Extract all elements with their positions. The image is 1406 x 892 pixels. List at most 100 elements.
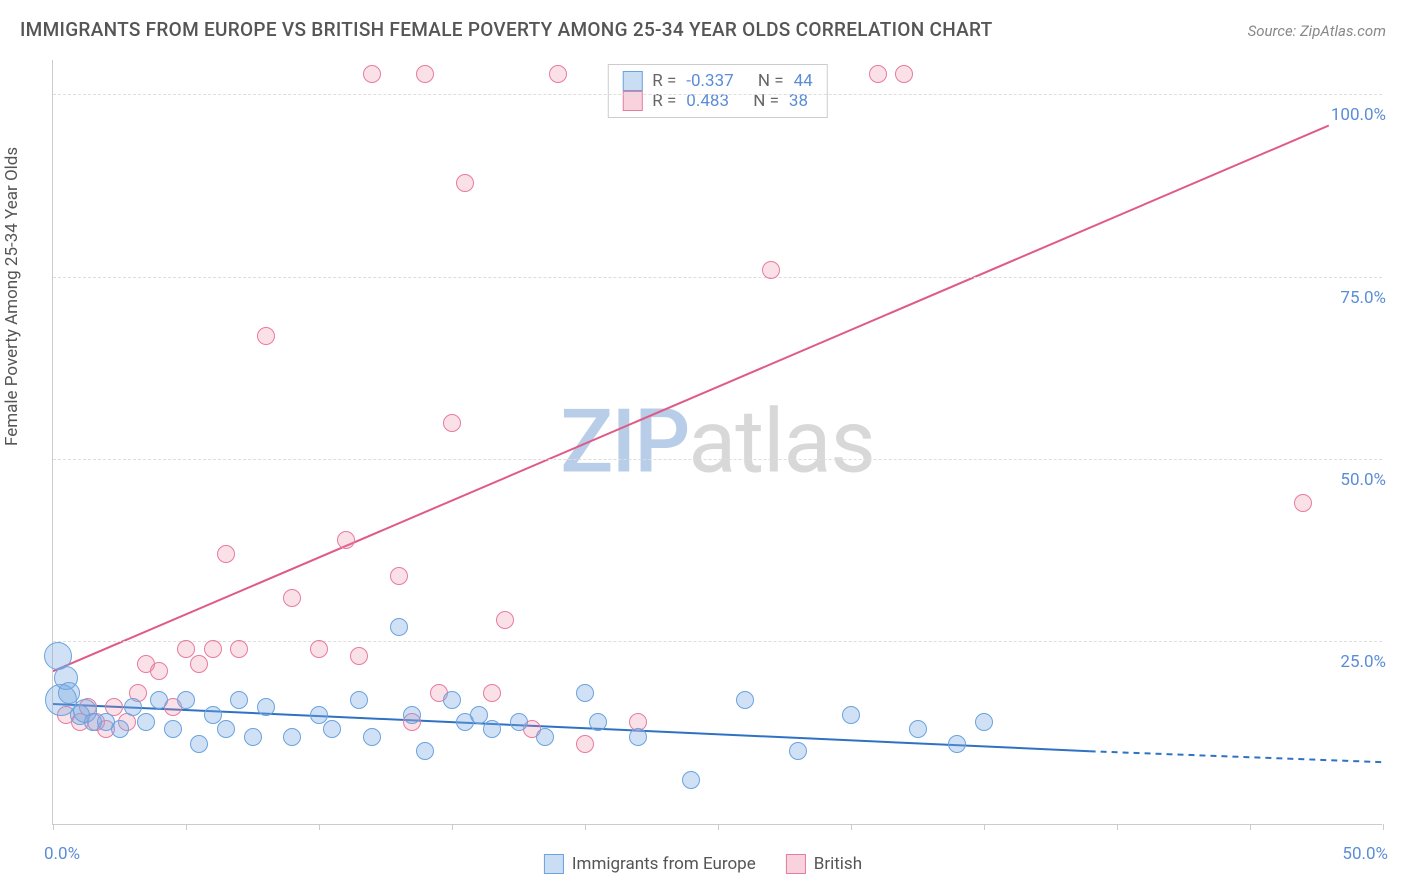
chart-title: IMMIGRANTS FROM EUROPE VS BRITISH FEMALE… bbox=[20, 18, 993, 41]
data-point bbox=[390, 618, 408, 636]
data-point bbox=[150, 691, 168, 709]
swatch-blue-icon bbox=[544, 854, 564, 874]
y-tick-label: 100.0% bbox=[1331, 105, 1386, 125]
x-tick bbox=[1250, 824, 1251, 830]
data-point bbox=[975, 713, 993, 731]
watermark: ZIPatlas bbox=[560, 391, 875, 494]
data-point bbox=[230, 691, 248, 709]
stats-row-blue: R = -0.337 N = 44 bbox=[622, 71, 812, 91]
data-point bbox=[363, 728, 381, 746]
data-point bbox=[363, 65, 381, 83]
gridline bbox=[53, 641, 1382, 642]
data-point bbox=[483, 720, 501, 738]
data-point bbox=[403, 706, 421, 724]
y-tick-label: 75.0% bbox=[1340, 288, 1386, 308]
y-axis-label: Female Poverty Among 25-34 Year Olds bbox=[2, 147, 22, 446]
data-point bbox=[350, 647, 368, 665]
data-point bbox=[350, 691, 368, 709]
swatch-pink-icon bbox=[786, 854, 806, 874]
data-point bbox=[177, 691, 195, 709]
data-point bbox=[736, 691, 754, 709]
bottom-legend: Immigrants from Europe British bbox=[544, 854, 862, 874]
trend-lines-svg bbox=[53, 60, 1382, 824]
trend-line bbox=[1090, 751, 1382, 762]
data-point bbox=[111, 720, 129, 738]
data-point bbox=[217, 720, 235, 738]
y-tick-label: 25.0% bbox=[1340, 652, 1386, 672]
data-point bbox=[416, 742, 434, 760]
data-point bbox=[177, 640, 195, 658]
data-point bbox=[762, 261, 780, 279]
data-point bbox=[150, 662, 168, 680]
data-point bbox=[244, 728, 262, 746]
data-point bbox=[443, 691, 461, 709]
data-point bbox=[443, 414, 461, 432]
x-tick bbox=[585, 824, 586, 830]
data-point bbox=[217, 545, 235, 563]
data-point bbox=[230, 640, 248, 658]
title-bar: IMMIGRANTS FROM EUROPE VS BRITISH FEMALE… bbox=[20, 18, 1386, 41]
data-point bbox=[257, 327, 275, 345]
data-point bbox=[204, 706, 222, 724]
data-point bbox=[283, 589, 301, 607]
x-axis-min: 0.0% bbox=[44, 844, 80, 864]
r-value: -0.337 bbox=[686, 71, 733, 91]
data-point bbox=[789, 742, 807, 760]
x-tick bbox=[984, 824, 985, 830]
x-tick bbox=[452, 824, 453, 830]
data-point bbox=[510, 713, 528, 731]
watermark-atlas: atlas bbox=[688, 391, 874, 494]
data-point bbox=[948, 735, 966, 753]
data-point bbox=[589, 713, 607, 731]
data-point bbox=[137, 713, 155, 731]
data-point bbox=[682, 771, 700, 789]
gridline bbox=[53, 277, 1382, 278]
data-point bbox=[124, 698, 142, 716]
data-point bbox=[1294, 494, 1312, 512]
r-label: R = bbox=[652, 71, 676, 91]
n-label: N = bbox=[758, 71, 784, 91]
legend-item-pink: British bbox=[786, 854, 862, 874]
data-point bbox=[576, 735, 594, 753]
gridline bbox=[53, 94, 1382, 95]
x-tick bbox=[718, 824, 719, 830]
stats-legend: R = -0.337 N = 44 R = 0.483 N = 38 bbox=[607, 64, 827, 118]
data-point bbox=[204, 640, 222, 658]
data-point bbox=[283, 728, 301, 746]
swatch-blue-icon bbox=[622, 71, 642, 91]
data-point bbox=[869, 65, 887, 83]
legend-label: Immigrants from Europe bbox=[572, 854, 756, 874]
data-point bbox=[629, 728, 647, 746]
x-tick bbox=[1383, 824, 1384, 830]
data-point bbox=[164, 720, 182, 738]
n-value: 44 bbox=[794, 71, 813, 91]
data-point bbox=[842, 706, 860, 724]
data-point bbox=[190, 735, 208, 753]
data-point bbox=[483, 684, 501, 702]
data-point bbox=[416, 65, 434, 83]
data-point bbox=[337, 531, 355, 549]
data-point bbox=[576, 684, 594, 702]
data-point bbox=[323, 720, 341, 738]
x-tick bbox=[186, 824, 187, 830]
data-point bbox=[536, 728, 554, 746]
data-point bbox=[456, 174, 474, 192]
x-axis-max: 50.0% bbox=[1342, 844, 1388, 864]
source-label: Source: ZipAtlas.com bbox=[1248, 22, 1386, 40]
data-point bbox=[310, 640, 328, 658]
data-point bbox=[909, 720, 927, 738]
data-point bbox=[895, 65, 913, 83]
trend-line bbox=[53, 125, 1329, 671]
gridline bbox=[53, 459, 1382, 460]
watermark-zip: ZIP bbox=[560, 391, 688, 494]
data-point bbox=[496, 611, 514, 629]
x-tick bbox=[319, 824, 320, 830]
data-point bbox=[190, 655, 208, 673]
legend-item-blue: Immigrants from Europe bbox=[544, 854, 756, 874]
x-tick bbox=[1117, 824, 1118, 830]
data-point bbox=[310, 706, 328, 724]
x-tick bbox=[53, 824, 54, 830]
data-point bbox=[470, 706, 488, 724]
plot-area: ZIPatlas R = -0.337 N = 44 R = 0.483 N =… bbox=[52, 60, 1382, 825]
data-point bbox=[390, 567, 408, 585]
